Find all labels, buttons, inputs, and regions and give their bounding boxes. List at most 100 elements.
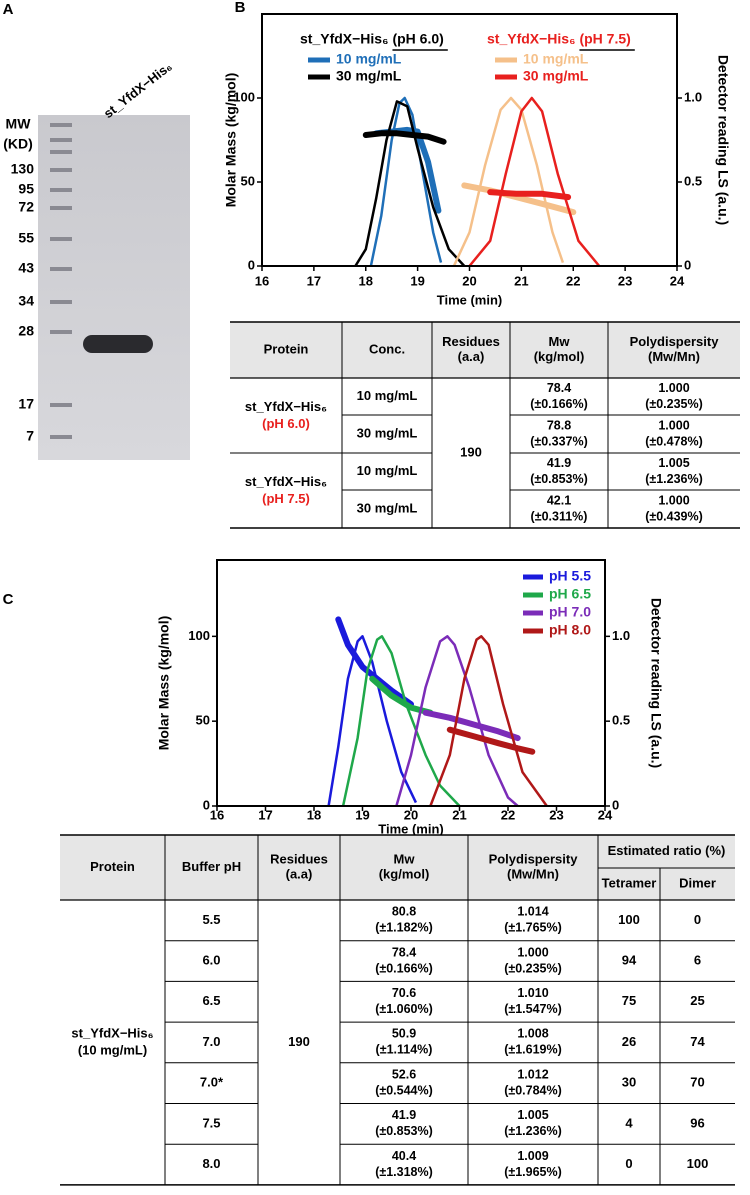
- pdi-cell: 1.008: [517, 1027, 548, 1041]
- ph-cell: 6.5: [202, 993, 220, 1008]
- mw-cell: (±0.853%): [530, 472, 588, 486]
- table-header: (Mw/Mn): [507, 866, 559, 881]
- mw-cell: 40.4: [392, 1149, 416, 1163]
- x-tick-label: 19: [355, 807, 369, 822]
- mw-cell: 78.8: [547, 418, 571, 432]
- pdi-cell: 1.014: [517, 905, 548, 919]
- x-tick-label: 19: [410, 273, 424, 288]
- table-header: Polydispersity: [489, 851, 579, 866]
- pdi-cell: (±1.765%): [504, 921, 562, 935]
- x-tick-label: 20: [462, 273, 476, 288]
- mw-header: (KD): [3, 136, 33, 152]
- mw-cell: (±0.311%): [531, 509, 588, 523]
- mw-cell: 70.6: [392, 986, 416, 1000]
- table-header: Mw: [394, 851, 416, 866]
- mw-marker: 55: [18, 230, 34, 246]
- pdi-cell: (±1.965%): [504, 1165, 562, 1179]
- dimer-cell: 25: [690, 993, 704, 1008]
- table-header: Conc.: [369, 341, 405, 356]
- y2-tick-label: 1.0: [612, 628, 630, 643]
- molar-mass-line: [362, 130, 447, 145]
- ph-cell: 6.0: [202, 952, 220, 967]
- table-header: (a.a): [286, 866, 313, 881]
- mw-cell: 78.4: [392, 945, 416, 959]
- pdi-cell: (±1.236%): [645, 472, 703, 486]
- mw-cell: (±0.166%): [530, 397, 588, 411]
- pdi-cell: (±0.439%): [645, 509, 703, 523]
- legend-label: 10 mg/mL: [523, 51, 589, 67]
- mw-cell: 41.9: [392, 1108, 416, 1122]
- y2-axis-label: Detector reading LS (a.u.): [648, 598, 664, 768]
- legend-label: 10 mg/mL: [336, 51, 402, 67]
- panel-label: A: [3, 1, 14, 18]
- pdi-cell: (±1.619%): [504, 1043, 562, 1057]
- table-header: Buffer pH: [182, 859, 241, 874]
- table-header: (Mw/Mn): [648, 349, 700, 364]
- ph-cell: 7.5: [202, 1115, 220, 1130]
- pdi-cell: (±0.235%): [504, 961, 562, 975]
- table-header: Mw: [549, 334, 571, 349]
- x-tick-label: 24: [670, 273, 685, 288]
- y-axis-label: Molar Mass (kg/mol): [156, 616, 172, 751]
- dimer-cell: 96: [690, 1115, 704, 1130]
- mw-marker: 43: [18, 260, 34, 276]
- conc-cell: 10 mg/mL: [357, 388, 418, 403]
- tetramer-cell: 4: [625, 1115, 633, 1130]
- table-header: Residues: [442, 334, 500, 349]
- pdi-cell: (±0.784%): [504, 1083, 562, 1097]
- x-axis-label: Time (min): [437, 292, 503, 307]
- pdi-cell: (±1.547%): [504, 1002, 562, 1016]
- residues-cell: 190: [460, 444, 482, 459]
- legend-title: st_YfdX−His₆: [300, 31, 388, 47]
- mw-cell: (±0.853%): [375, 1124, 433, 1138]
- x-tick-label: 23: [618, 273, 632, 288]
- x-tick-label: 22: [501, 807, 515, 822]
- y2-tick-label: 0.5: [612, 713, 630, 728]
- ph-cell: 5.5: [202, 912, 220, 927]
- x-tick-label: 21: [514, 273, 528, 288]
- ls-curve: [468, 96, 601, 267]
- mw-cell: (±0.544%): [375, 1083, 433, 1097]
- ladder-band: [50, 138, 72, 142]
- table-header: Residues: [270, 851, 328, 866]
- legend-label: 30 mg/mL: [336, 68, 402, 84]
- conc-cell: 30 mg/mL: [357, 500, 418, 515]
- molar-mass-line: [446, 726, 536, 755]
- ladder-band: [50, 206, 72, 210]
- ladder-band: [50, 188, 72, 192]
- mw-marker: 28: [18, 323, 34, 339]
- gel-image: [38, 115, 190, 460]
- protein-cell: (10 mg/mL): [78, 1042, 147, 1057]
- ph-cell: 7.0*: [200, 1075, 224, 1090]
- ladder-band: [50, 403, 72, 407]
- pdi-cell: 1.005: [517, 1108, 548, 1122]
- x-tick-label: 24: [598, 807, 613, 822]
- ph-cell: 7.0: [202, 1034, 220, 1049]
- pdi-cell: (±0.478%): [645, 434, 703, 448]
- pdi-cell: (±1.236%): [504, 1124, 562, 1138]
- x-tick-label: 21: [452, 807, 466, 822]
- table-header: Protein: [90, 859, 135, 874]
- tetramer-cell: 0: [625, 1156, 632, 1171]
- mw-cell: (±0.337%): [530, 434, 588, 448]
- molar-mass-line: [335, 616, 414, 708]
- y2-axis-label: Detector reading LS (a.u.): [715, 55, 731, 225]
- ls-curve: [354, 100, 466, 267]
- pdi-cell: 1.000: [658, 493, 689, 507]
- table-header: (kg/mol): [379, 866, 430, 881]
- x-tick-label: 17: [258, 807, 272, 822]
- mw-cell: (±0.166%): [375, 961, 433, 975]
- table-header: Polydispersity: [630, 334, 720, 349]
- x-tick-label: 18: [359, 273, 373, 288]
- ls-curve: [452, 96, 565, 267]
- ladder-band: [50, 267, 72, 271]
- conc-cell: 30 mg/mL: [357, 425, 418, 440]
- y2-tick-label: 1.0: [684, 89, 702, 104]
- lane-label: st_YfdX−His₆: [101, 59, 175, 121]
- molar-mass-line: [422, 709, 521, 742]
- x-tick-label: 18: [307, 807, 321, 822]
- dimer-cell: 0: [694, 912, 701, 927]
- dimer-cell: 100: [687, 1156, 709, 1171]
- protein-cell: st_YfdX−His₆: [71, 1025, 153, 1040]
- table-header: (a.a): [458, 349, 485, 364]
